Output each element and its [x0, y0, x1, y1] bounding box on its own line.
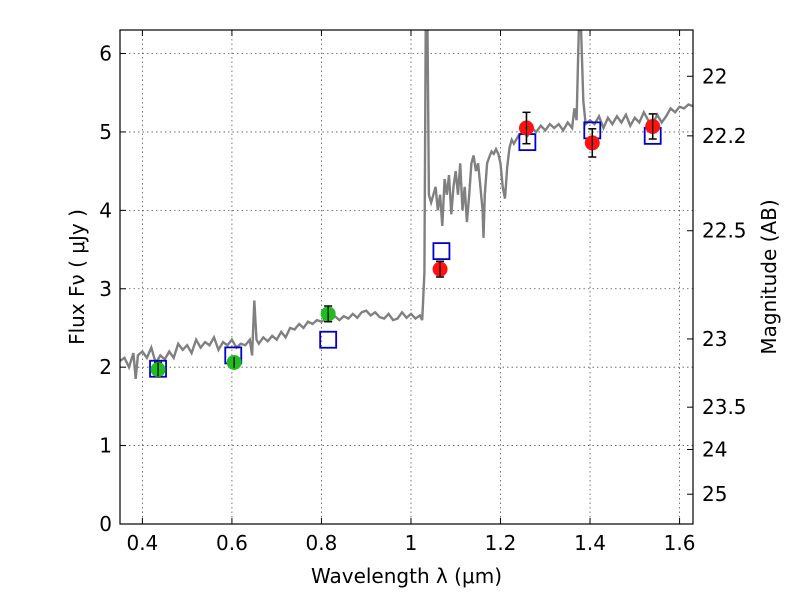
spectrum-line [120, 30, 693, 380]
spectrum-series [120, 30, 693, 380]
right-tick-label: 24 [702, 438, 727, 462]
y-tick-label: 3 [99, 277, 112, 301]
right-tick-label: 23 [702, 327, 727, 351]
model-series [149, 121, 662, 378]
x-tick-label: 1.4 [574, 531, 606, 555]
right-tick-label: 25 [702, 482, 727, 506]
y-tick-label: 1 [99, 434, 112, 458]
plot-frame [119, 29, 694, 525]
y-tick-label: 5 [99, 120, 112, 144]
axis-ticks: 0.4 0.6 0.8 1 1.2 1.4 1.601234562222.222.52323… [99, 30, 747, 555]
x-tick-label: 0.8 [306, 531, 338, 555]
x-tick-label: 0.6 [216, 531, 248, 555]
y-axis-title: Flux Fν ( μJy ) [65, 209, 89, 345]
right-tick-label: 22.2 [702, 124, 747, 148]
y-tick-label: 0 [99, 512, 112, 536]
x-tick-label: 1.6 [664, 531, 696, 555]
grid [120, 30, 693, 525]
y-tick-label: 2 [99, 355, 112, 379]
y-tick-label: 4 [99, 198, 112, 222]
model-point [432, 242, 451, 261]
right-axis-title: Magnitude (AB) [757, 199, 781, 354]
right-tick-label: 22 [702, 64, 727, 88]
x-tick-label: 1.2 [485, 531, 517, 555]
y-tick-label: 6 [99, 42, 112, 66]
x-tick-label: 0.4 [126, 531, 158, 555]
model-point [319, 330, 338, 349]
right-tick-label: 22.5 [702, 219, 747, 243]
x-axis-title: Wavelength λ (μm) [311, 564, 502, 588]
measured-series [150, 111, 661, 378]
x-tick-label: 1 [405, 531, 418, 555]
right-tick-label: 23.5 [702, 395, 747, 419]
